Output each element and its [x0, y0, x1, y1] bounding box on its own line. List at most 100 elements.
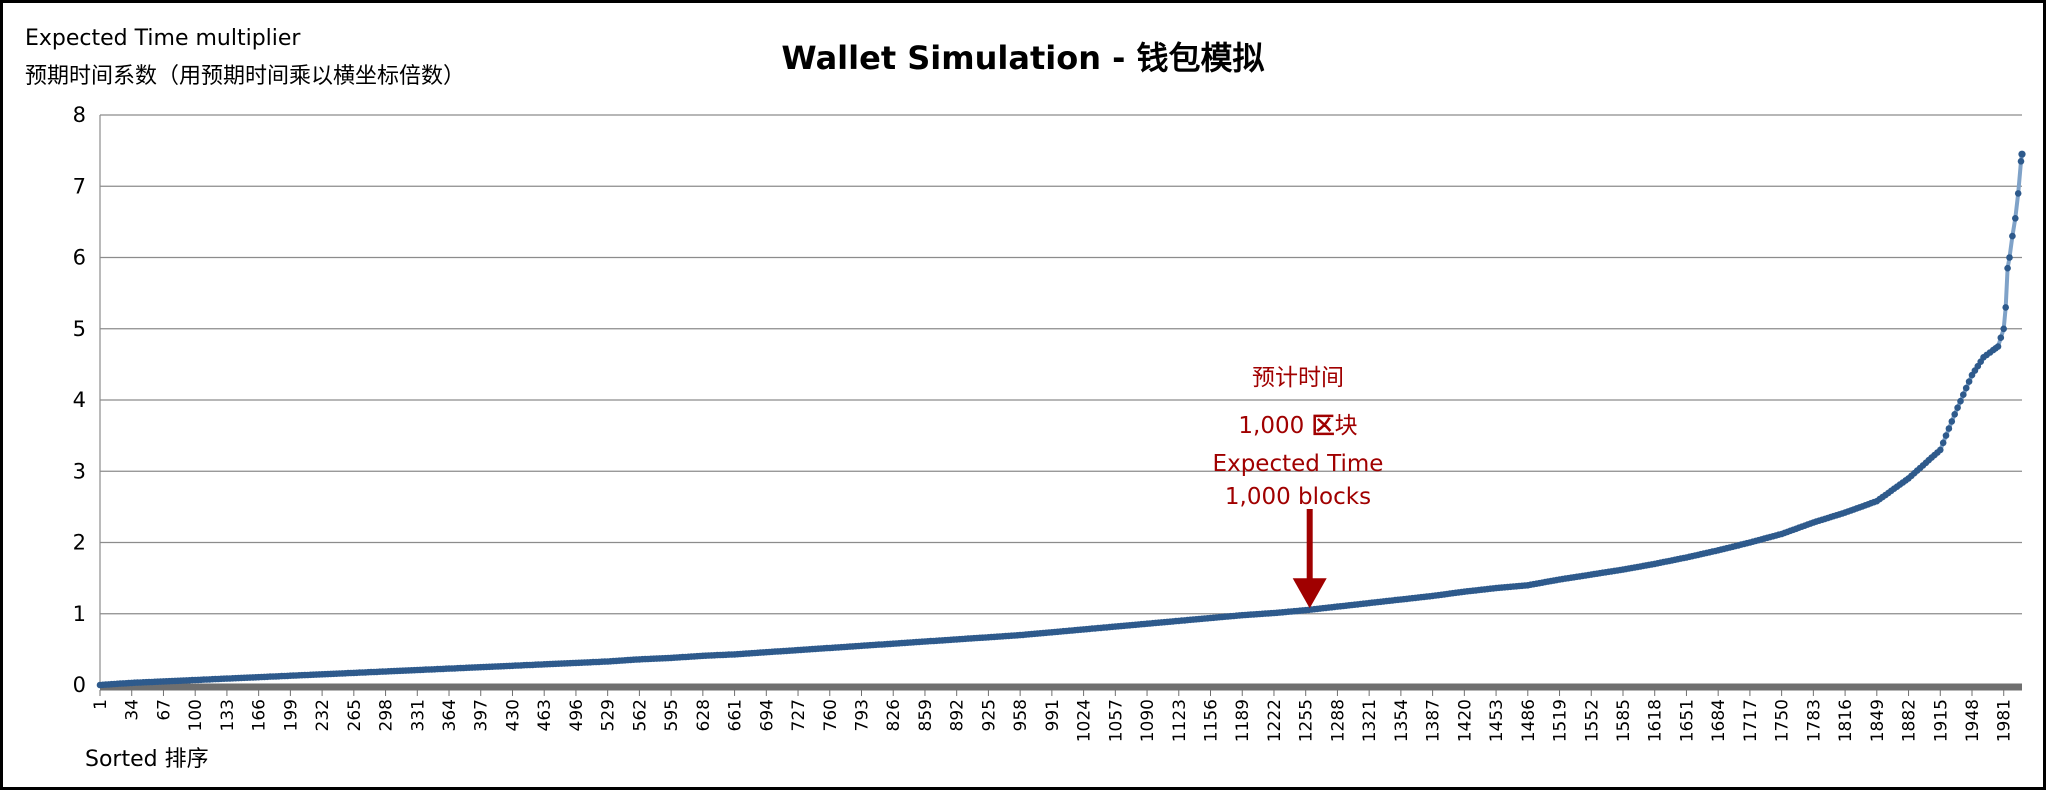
- x-tick-label: 562: [630, 699, 650, 731]
- y-tick-label: 1: [73, 602, 86, 626]
- y-tick-label: 6: [73, 246, 86, 270]
- x-tick-label: 793: [852, 699, 872, 731]
- x-tick-label: 1849: [1868, 699, 1888, 742]
- annotation-layer: 预计时间 1,000 区块 Expected Time 1,000 blocks: [1213, 365, 1384, 609]
- annotation-line-3: Expected Time: [1213, 451, 1384, 477]
- x-tick-label: 166: [250, 699, 270, 731]
- x-axis-label: Sorted 排序: [85, 747, 209, 772]
- chart-svg: 预计时间 1,000 区块 Expected Time 1,000 blocks Wa…: [25, 26, 2026, 772]
- annotation-arrow-head: [1292, 578, 1327, 609]
- series-point: [1945, 425, 1953, 432]
- series-markers-0: [96, 150, 2026, 689]
- x-tick-label: 1783: [1804, 699, 1824, 742]
- x-tick-label: 364: [440, 699, 460, 731]
- y-tick-label: 0: [73, 673, 86, 697]
- series-point: [2006, 254, 2013, 261]
- x-tick-label: 463: [535, 699, 555, 731]
- series-point: [2018, 150, 2026, 158]
- annotation-line-4: 1,000 blocks: [1225, 484, 1371, 510]
- x-tick-label: 1: [91, 699, 111, 710]
- axis-layer: [99, 115, 2022, 696]
- series-point: [1994, 343, 2002, 350]
- x-tick-label: 1057: [1106, 699, 1126, 742]
- x-tick-label: 661: [726, 699, 746, 731]
- y-tick-label: 8: [73, 103, 86, 127]
- x-tick-label: 265: [345, 699, 365, 731]
- x-tick-label: 826: [884, 699, 904, 731]
- x-tick-label: 1420: [1455, 699, 1475, 742]
- chart-title: Wallet Simulation - 钱包模拟: [781, 39, 1264, 77]
- series-line-0: [99, 153, 2024, 687]
- series-point: [2009, 232, 2016, 240]
- x-tick-label: 1585: [1614, 699, 1634, 742]
- series-point: [2000, 325, 2007, 333]
- series-point: [2017, 158, 2025, 165]
- x-tick-label: 1156: [1202, 699, 1222, 742]
- x-tick-label: 1288: [1328, 699, 1348, 742]
- x-tick-label: 1651: [1677, 699, 1697, 742]
- annotation-line-1: 预计时间: [1252, 365, 1344, 391]
- x-tick-label: 859: [916, 699, 936, 731]
- x-tick-label: 727: [789, 699, 809, 731]
- x-tick-label: 1387: [1424, 699, 1444, 742]
- series-point: [1951, 411, 1958, 418]
- annotation-line-2: 1,000 区块: [1238, 413, 1357, 439]
- series-layer: [96, 150, 2026, 689]
- x-tick-label: 1717: [1741, 699, 1761, 742]
- x-tick-label: 1222: [1265, 699, 1285, 742]
- y-tick-label: 2: [73, 531, 86, 555]
- y-axis-label-line-2: 预期时间系数（用预期时间乘以横坐标倍数）: [25, 64, 465, 89]
- series-point: [1965, 378, 1973, 385]
- series-point: [2002, 304, 2009, 311]
- x-tick-label: 1981: [1995, 699, 2015, 742]
- x-tick-label: 1321: [1360, 699, 1380, 742]
- x-tick-label: 67: [154, 699, 174, 721]
- y-tick-label: 3: [73, 459, 86, 483]
- series-point: [1954, 404, 1961, 412]
- series-point: [1962, 384, 1970, 392]
- x-tick-label: 595: [662, 699, 682, 731]
- series-point: [2014, 190, 2022, 197]
- x-tick-label: 925: [979, 699, 999, 731]
- y-axis-label-line-1: Expected Time multiplier: [25, 26, 301, 51]
- x-tick-label: 133: [218, 699, 238, 731]
- x-tick-label: 1090: [1138, 699, 1158, 742]
- x-tick-label: 529: [599, 699, 619, 731]
- y-tick-label: 7: [73, 174, 86, 198]
- x-tick-label: 331: [408, 699, 428, 731]
- x-tick-label: 496: [567, 699, 587, 731]
- series-point: [1942, 432, 1950, 439]
- x-tick-label: 1123: [1170, 699, 1190, 742]
- x-tick-label: 760: [821, 699, 841, 731]
- y-tick-label: 5: [73, 317, 86, 341]
- x-tick-label: 1882: [1900, 699, 1920, 742]
- x-tick-label: 199: [281, 699, 301, 731]
- y-tick-label: 4: [73, 388, 86, 412]
- series-point: [1939, 439, 1947, 447]
- x-tick-label: 1255: [1297, 699, 1317, 742]
- x-tick-label: 628: [694, 699, 714, 731]
- x-tick-label: 430: [503, 699, 523, 731]
- x-tick-label: 1354: [1392, 699, 1412, 742]
- series-point: [2012, 215, 2019, 222]
- x-tick-label: 1618: [1646, 699, 1666, 742]
- x-tick-label: 1750: [1773, 699, 1793, 742]
- x-tick-label: 1684: [1709, 699, 1729, 742]
- x-tick-label: 1519: [1551, 699, 1571, 742]
- x-tick-label: 298: [377, 699, 397, 731]
- x-tick-label: 1024: [1075, 699, 1095, 742]
- x-tick-label: 991: [1043, 699, 1063, 731]
- x-tick-label: 694: [757, 699, 777, 731]
- x-tick-label: 100: [186, 699, 206, 731]
- x-tick-label: 34: [123, 699, 143, 721]
- series-point: [1997, 334, 2005, 342]
- x-tick-label: 1552: [1582, 699, 1602, 742]
- text-layer: Wallet Simulation - 钱包模拟 Expected Time m…: [25, 26, 2015, 772]
- x-tick-label: 892: [948, 699, 968, 731]
- series-point: [1937, 446, 1944, 454]
- x-tick-label: 1948: [1963, 699, 1983, 742]
- series-point: [2004, 264, 2011, 272]
- series-point: [1960, 391, 1967, 399]
- x-tick-label: 232: [313, 699, 333, 731]
